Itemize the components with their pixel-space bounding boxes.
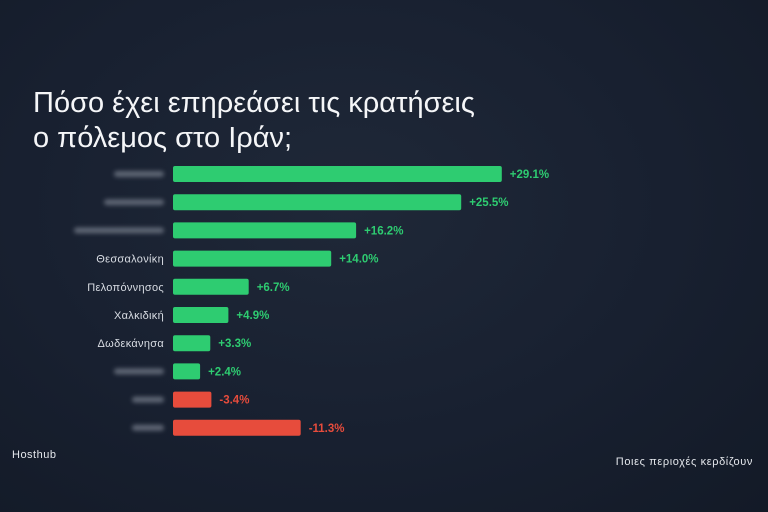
value-label-9: -11.3%	[309, 423, 345, 435]
bar-1	[173, 194, 462, 211]
blurred-category-label-8	[132, 396, 164, 403]
bar-3	[173, 250, 332, 267]
blurred-category-label-7	[114, 368, 164, 375]
bar-2	[173, 222, 357, 239]
value-label-4: +6.7%	[257, 282, 290, 294]
category-label-6: Δωδεκάνησα	[98, 338, 165, 350]
value-label-7: +2.4%	[208, 366, 241, 378]
blurred-category-label-2	[74, 227, 164, 234]
value-label-8: -3.4%	[219, 395, 249, 407]
value-label-1: +25.5%	[469, 197, 508, 209]
value-label-2: +16.2%	[364, 225, 403, 237]
value-label-3: +14.0%	[339, 254, 378, 266]
bar-8	[173, 391, 212, 408]
bar-6	[173, 335, 211, 352]
blurred-category-label-9	[132, 424, 164, 431]
blurred-category-label-0	[114, 171, 164, 177]
footer-caption: Ποιες περιοχές κερδίζουν	[615, 456, 753, 468]
category-label-5: Χαλκιδική	[114, 310, 164, 322]
category-label-3: Θεσσαλονίκη	[96, 254, 164, 266]
bar-9	[173, 419, 301, 436]
chart-title-line-2: ο πόλεμος στο Ιράν;	[33, 122, 293, 154]
value-label-6: +3.3%	[218, 338, 251, 350]
chart-title-line-1: Πόσο έχει επηρεάσει τις κρατήσεις	[33, 87, 475, 119]
bar-7	[173, 363, 201, 380]
bar-5	[173, 307, 229, 323]
category-label-4: Πελοπόννησος	[87, 282, 164, 294]
value-label-0: +29.1%	[510, 169, 549, 181]
chart-title: Πόσο έχει επηρεάσει τις κρατήσεις ο πόλε…	[33, 86, 633, 156]
blurred-category-label-1	[104, 199, 164, 206]
value-label-5: +4.9%	[236, 310, 269, 322]
bar-0	[173, 166, 502, 182]
brand-logo-text: Hosthub	[12, 449, 57, 461]
bar-4	[173, 278, 249, 295]
bars-group: +29.1% +25.5% +16.2% +14.0% Θεσσαλονίκη +6.7%…	[74, 166, 549, 436]
